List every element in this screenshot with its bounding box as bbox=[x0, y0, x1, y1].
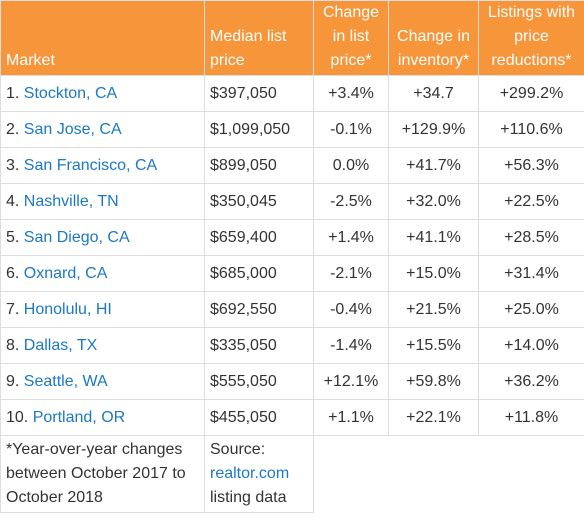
change-list-price-cell: -0.1% bbox=[313, 111, 389, 148]
price-reductions-cell: +299.2% bbox=[478, 75, 584, 112]
median-price-cell: $1,099,050 bbox=[204, 111, 314, 148]
median-price-cell: $659,400 bbox=[204, 219, 314, 256]
market-link[interactable]: Stockton, CA bbox=[23, 84, 118, 102]
change-list-price-cell: +3.4% bbox=[313, 75, 389, 112]
table-body: 1. Stockton, CA $397,050 +3.4% +34.7 +299.2%… bbox=[0, 75, 584, 513]
market-link[interactable]: San Jose, CA bbox=[23, 120, 122, 138]
header-median-list-price: Median list price bbox=[204, 0, 314, 76]
source-link[interactable]: realtor.com bbox=[210, 465, 290, 482]
median-price-cell: $350,045 bbox=[204, 183, 314, 220]
price-reductions-cell: +36.2% bbox=[478, 363, 584, 400]
change-inventory-cell: +41.1% bbox=[388, 219, 479, 256]
table-row: 10. Portland, OR $455,050 +1.1% +22.1% +11.8… bbox=[0, 399, 584, 436]
market-link[interactable]: Nashville, TN bbox=[23, 192, 119, 210]
change-list-price-cell: -0.4% bbox=[313, 291, 389, 328]
price-reductions-cell: +31.4% bbox=[478, 255, 584, 292]
price-reductions-cell: +11.8% bbox=[478, 399, 584, 436]
price-reductions-cell: +22.5% bbox=[478, 183, 584, 220]
change-list-price-cell: 0.0% bbox=[313, 147, 389, 184]
change-inventory-cell: +129.9% bbox=[388, 111, 479, 148]
market-cell: 4. Nashville, TN bbox=[0, 183, 205, 220]
market-link[interactable]: San Francisco, CA bbox=[23, 156, 158, 174]
change-inventory-cell: +59.8% bbox=[388, 363, 479, 400]
footer-empty-cell bbox=[389, 436, 479, 513]
median-price-cell: $455,050 bbox=[204, 399, 314, 436]
rank-number: 9. bbox=[6, 372, 20, 390]
price-reductions-cell: +14.0% bbox=[478, 327, 584, 364]
rank-number: 2. bbox=[6, 120, 20, 138]
change-inventory-cell: +34.7 bbox=[388, 75, 479, 112]
table-row: 2. San Jose, CA $1,099,050 -0.1% +129.9% +11… bbox=[0, 111, 584, 148]
table-row: 3. San Francisco, CA $899,050 0.0% +41.7% +5… bbox=[0, 147, 584, 184]
price-reductions-cell: +110.6% bbox=[478, 111, 584, 148]
source-label: Source: bbox=[210, 441, 266, 458]
change-list-price-cell: -1.4% bbox=[313, 327, 389, 364]
footer-empty-cell bbox=[479, 436, 584, 513]
header-change-inventory: Change in inventory* bbox=[388, 0, 479, 76]
footer-row: *Year-over-year changes between October … bbox=[0, 435, 584, 513]
footnote: *Year-over-year changes between October … bbox=[0, 435, 205, 513]
market-link[interactable]: Honolulu, HI bbox=[23, 300, 112, 318]
market-cell: 5. San Diego, CA bbox=[0, 219, 205, 256]
change-list-price-cell: -2.5% bbox=[313, 183, 389, 220]
change-list-price-cell: +1.4% bbox=[313, 219, 389, 256]
header-market: Market bbox=[0, 0, 205, 76]
price-reductions-cell: +56.3% bbox=[478, 147, 584, 184]
rank-number: 1. bbox=[6, 84, 20, 102]
table-row: 8. Dallas, TX $335,050 -1.4% +15.5% +14.0% bbox=[0, 327, 584, 364]
rank-number: 10. bbox=[6, 408, 29, 426]
change-inventory-cell: +15.0% bbox=[388, 255, 479, 292]
table-row: 7. Honolulu, HI $692,550 -0.4% +21.5% +25.0% bbox=[0, 291, 584, 328]
rank-number: 7. bbox=[6, 300, 20, 318]
market-cell: 9. Seattle, WA bbox=[0, 363, 205, 400]
market-cell: 2. San Jose, CA bbox=[0, 111, 205, 148]
median-price-cell: $397,050 bbox=[204, 75, 314, 112]
table-row: 6. Oxnard, CA $685,000 -2.1% +15.0% +31.4% bbox=[0, 255, 584, 292]
header-price-reductions: Listings with price reductions* bbox=[478, 0, 584, 76]
source-suffix: listing data bbox=[210, 489, 287, 506]
table-row: 1. Stockton, CA $397,050 +3.4% +34.7 +299.2% bbox=[0, 75, 584, 112]
table-row: 4. Nashville, TN $350,045 -2.5% +32.0% +22.5… bbox=[0, 183, 584, 220]
median-price-cell: $555,050 bbox=[204, 363, 314, 400]
footer-empty-cell bbox=[314, 436, 389, 513]
market-link[interactable]: Seattle, WA bbox=[23, 372, 108, 390]
median-price-cell: $335,050 bbox=[204, 327, 314, 364]
change-inventory-cell: +41.7% bbox=[388, 147, 479, 184]
change-list-price-cell: -2.1% bbox=[313, 255, 389, 292]
market-cell: 1. Stockton, CA bbox=[0, 75, 205, 112]
change-list-price-cell: +12.1% bbox=[313, 363, 389, 400]
market-cell: 8. Dallas, TX bbox=[0, 327, 205, 364]
change-inventory-cell: +15.5% bbox=[388, 327, 479, 364]
rank-number: 8. bbox=[6, 336, 20, 354]
change-inventory-cell: +32.0% bbox=[388, 183, 479, 220]
median-price-cell: $692,550 bbox=[204, 291, 314, 328]
median-price-cell: $899,050 bbox=[204, 147, 314, 184]
market-cell: 3. San Francisco, CA bbox=[0, 147, 205, 184]
change-inventory-cell: +21.5% bbox=[388, 291, 479, 328]
market-cell: 6. Oxnard, CA bbox=[0, 255, 205, 292]
market-link[interactable]: Dallas, TX bbox=[23, 336, 98, 354]
market-cell: 10. Portland, OR bbox=[0, 399, 205, 436]
table-row: 9. Seattle, WA $555,050 +12.1% +59.8% +36.2% bbox=[0, 363, 584, 400]
rank-number: 3. bbox=[6, 156, 20, 174]
price-reductions-cell: +25.0% bbox=[478, 291, 584, 328]
table-row: 5. San Diego, CA $659,400 +1.4% +41.1% +28.5… bbox=[0, 219, 584, 256]
source-cell: Source: realtor.com listing data bbox=[204, 435, 314, 513]
rank-number: 4. bbox=[6, 192, 20, 210]
rank-number: 5. bbox=[6, 228, 20, 246]
market-link[interactable]: San Diego, CA bbox=[23, 228, 130, 246]
price-reductions-cell: +28.5% bbox=[478, 219, 584, 256]
header-change-list-price: Change in list price* bbox=[313, 0, 389, 76]
header-row: Market Median list price Change in list … bbox=[0, 0, 584, 76]
rank-number: 6. bbox=[6, 264, 20, 282]
median-price-cell: $685,000 bbox=[204, 255, 314, 292]
market-link[interactable]: Portland, OR bbox=[32, 408, 126, 426]
market-cell: 7. Honolulu, HI bbox=[0, 291, 205, 328]
change-list-price-cell: +1.1% bbox=[313, 399, 389, 436]
change-inventory-cell: +22.1% bbox=[388, 399, 479, 436]
market-link[interactable]: Oxnard, CA bbox=[23, 264, 108, 282]
